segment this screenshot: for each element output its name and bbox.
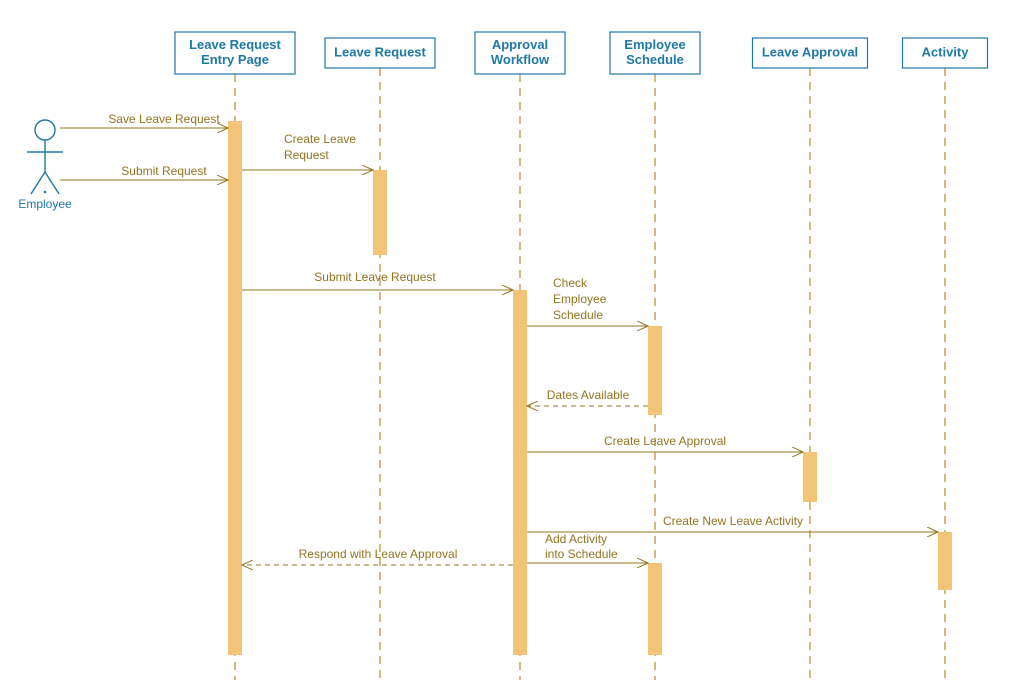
message-label-1-2: Request <box>284 148 329 162</box>
lifeline-label-request: Leave Request <box>334 44 426 59</box>
activation-schedule-3 <box>648 326 662 415</box>
activation-approval-4 <box>803 452 817 502</box>
actor-label: Employee <box>18 197 72 211</box>
message-label-8: Add Activity <box>545 532 607 546</box>
activation-schedule-6 <box>648 563 662 655</box>
message-label-7: Create New Leave Activity <box>663 514 803 528</box>
message-label-5: Dates Available <box>547 388 630 402</box>
lifeline-label-schedule: Schedule <box>626 52 684 67</box>
sequence-diagram: Leave RequestEntry PageLeave RequestAppr… <box>0 0 1017 694</box>
actor-employee: Employee <box>18 120 72 211</box>
message-label-4: Check <box>553 276 588 290</box>
message-label-1: Create Leave <box>284 132 356 146</box>
activation-activity-5 <box>938 532 952 590</box>
lifeline-label-activity: Activity <box>922 44 970 59</box>
message-label-3: Submit Leave Request <box>314 270 436 284</box>
activation-entry-0 <box>228 121 242 655</box>
message-label-2: Submit Request <box>121 164 207 178</box>
lifeline-label-workflow: Approval <box>492 37 548 52</box>
message-label-0: Save Leave Request <box>108 112 220 126</box>
message-label-4-3: Schedule <box>553 308 603 322</box>
message-label-6: Create Leave Approval <box>604 434 726 448</box>
message-label-9: Respond with Leave Approval <box>299 547 458 561</box>
message-label-8-2: into Schedule <box>545 547 618 561</box>
lifeline-label-approval: Leave Approval <box>762 44 858 59</box>
lifeline-label-schedule: Employee <box>624 37 685 52</box>
activation-request-1 <box>373 170 387 255</box>
lifeline-label-entry: Entry Page <box>201 52 269 67</box>
activation-workflow-2 <box>513 290 527 655</box>
message-label-4-2: Employee <box>553 292 607 306</box>
lifeline-label-entry: Leave Request <box>189 37 281 52</box>
lifeline-label-workflow: Workflow <box>491 52 550 67</box>
